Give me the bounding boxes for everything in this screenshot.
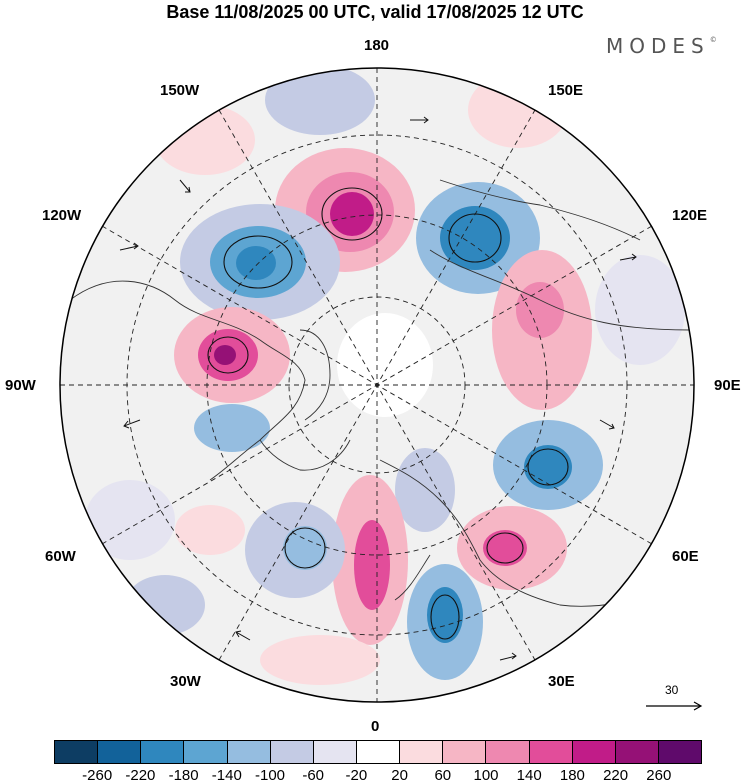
- colorbar-cell: [184, 741, 228, 763]
- colorbar-tick-label: -140: [211, 767, 242, 784]
- colorbar-tick-label: 180: [559, 767, 585, 784]
- colorbar-cell: [400, 741, 444, 763]
- colorbar-cell: [529, 741, 573, 763]
- copyright-mark: ©: [709, 36, 717, 44]
- colorbar-cell: [658, 741, 702, 763]
- meridian-label-0: 0: [371, 718, 380, 735]
- meridian-label-30e: 30E: [548, 673, 575, 690]
- graticule: [60, 68, 694, 702]
- meridian-label-150w: 150W: [160, 82, 200, 99]
- meridian-label-30w: 30W: [170, 673, 201, 690]
- brand-text: MODES: [606, 34, 710, 58]
- polar-map: [59, 67, 695, 703]
- colorbar-tick-label: -180: [168, 767, 199, 784]
- colorbar-tick-label: 140: [516, 767, 542, 784]
- colorbar-cell: [443, 741, 487, 763]
- colorbar-cell: [356, 741, 401, 763]
- meridian-label-120e: 120E: [672, 207, 708, 224]
- colorbar-tick-label: 260: [646, 767, 672, 784]
- meridian-label-90w: 90W: [5, 377, 36, 394]
- map-border: [59, 67, 695, 703]
- meridian-label-90e: 90E: [714, 377, 741, 394]
- meridian-label-60w: 60W: [45, 548, 76, 565]
- colorbar-tick-label: 20: [391, 767, 408, 784]
- colorbar-tick-label: -60: [302, 767, 325, 784]
- colorbar-cell: [572, 741, 616, 763]
- colorbar-cell: [227, 741, 271, 763]
- colorbar: [54, 740, 702, 764]
- colorbar-ticks: -260 -220 -180 -140 -100 -60 -20 20 60 100 140 180 2…: [54, 767, 702, 784]
- colorbar-cell: [270, 741, 314, 763]
- colorbar-cell: [486, 741, 530, 763]
- wind-reference-arrow: [646, 701, 703, 711]
- colorbar-cell: [313, 741, 357, 763]
- wind-vectors: [119, 116, 637, 661]
- colorbar-cell: [98, 741, 142, 763]
- colorbar-cell: [141, 741, 185, 763]
- meridian-label-150e: 150E: [548, 82, 584, 99]
- meridian-label-120w: 120W: [42, 207, 82, 224]
- colorbar-tick-label: 60: [434, 767, 452, 784]
- colorbar-tick-label: 100: [473, 767, 499, 784]
- colorbar-tick-label: 220: [603, 767, 629, 784]
- colorbar-tick-label: -260: [82, 767, 113, 784]
- chart-title: Base 11/08/2025 00 UTC, valid 17/08/2025…: [166, 2, 584, 22]
- colorbar-cell: [55, 741, 99, 763]
- colorbar-tick-label: -20: [345, 767, 368, 784]
- meridian-label-180: 180: [364, 37, 390, 54]
- brand-logo: MODES©: [606, 34, 717, 58]
- colorbar-cell: [615, 741, 659, 763]
- colorbar-tick-label: -220: [125, 767, 156, 784]
- flow-lines: [207, 187, 569, 640]
- wind-reference-label: 30: [665, 683, 679, 697]
- colorbar-tick-label: -100: [254, 767, 286, 784]
- meridian-label-60e: 60E: [672, 548, 699, 565]
